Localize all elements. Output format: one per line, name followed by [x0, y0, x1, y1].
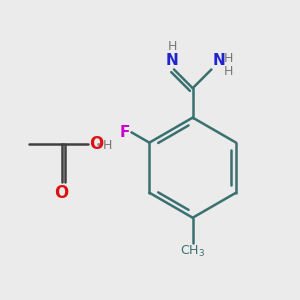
- Text: O: O: [55, 184, 69, 202]
- Text: N: N: [213, 53, 226, 68]
- Text: H: H: [103, 139, 112, 152]
- Text: F: F: [120, 125, 130, 140]
- Text: H: H: [168, 40, 177, 53]
- Text: N: N: [166, 53, 179, 68]
- Text: O: O: [89, 135, 103, 153]
- Text: CH$_3$: CH$_3$: [180, 244, 205, 259]
- Text: H: H: [224, 65, 233, 78]
- Text: H: H: [224, 52, 233, 65]
